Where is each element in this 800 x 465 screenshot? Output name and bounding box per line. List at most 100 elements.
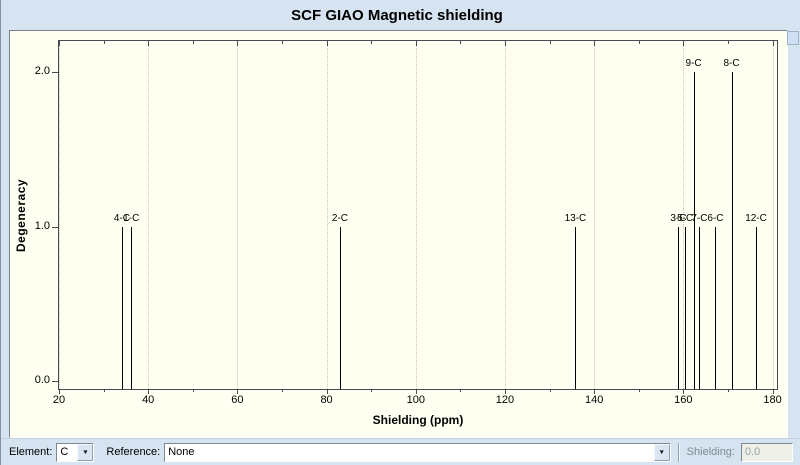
- x-tick-mark: [683, 389, 685, 394]
- x-tick-mark: [683, 41, 685, 46]
- x-minor-tick-mark: [638, 389, 640, 392]
- x-tick-mark: [148, 389, 150, 394]
- y-axis-title: Degeneracy: [14, 178, 28, 252]
- x-tick-mark: [237, 389, 239, 394]
- x-tick-mark: [59, 41, 60, 46]
- x-minor-tick-mark: [281, 389, 283, 392]
- x-tick-label: 80: [320, 394, 333, 406]
- x-axis-title: Shielding (ppm): [372, 413, 464, 427]
- peak-label-3-C: 3-C: [670, 212, 687, 224]
- x-tick-mark: [504, 389, 506, 394]
- gridline: [326, 41, 328, 389]
- gridline: [415, 41, 417, 389]
- x-minor-tick-mark: [371, 41, 373, 44]
- peak-label-7-C: 7-C: [691, 212, 708, 224]
- reference-combo[interactable]: None ▼: [164, 442, 671, 462]
- x-minor-tick-mark: [727, 389, 729, 392]
- element-combo-value: C: [60, 445, 69, 458]
- x-tick-mark: [772, 389, 774, 394]
- peak-line-9-C: [693, 71, 695, 389]
- peak-label-12-C: 12-C: [745, 212, 767, 224]
- peak-label-6-C: 6-C: [707, 212, 724, 224]
- x-tick-label: 60: [231, 394, 244, 406]
- y-tick-label: 0.0: [34, 374, 50, 387]
- peak-label-1-C: 1-C: [123, 212, 140, 224]
- x-tick-mark: [594, 389, 596, 394]
- x-minor-tick-mark: [460, 41, 462, 44]
- peak-line-8-C: [731, 71, 733, 389]
- x-tick-mark: [504, 41, 506, 46]
- y-tick-mark: [52, 381, 58, 383]
- peak-line-5-C: [685, 226, 687, 389]
- x-tick-mark: [326, 41, 328, 46]
- x-minor-tick-mark: [727, 41, 729, 44]
- peak-label-2-C: 2-C: [331, 212, 349, 224]
- x-tick-mark: [237, 41, 239, 46]
- x-tick-mark: [415, 41, 417, 46]
- x-tick-label: 160: [674, 394, 693, 406]
- x-minor-tick-mark: [371, 389, 373, 392]
- peak-line-1-C: [131, 226, 133, 389]
- y-tick-label: 1.0: [34, 219, 50, 232]
- element-combo-arrow-button[interactable]: ▼: [77, 443, 94, 461]
- element-label: Element:: [9, 446, 53, 458]
- peak-line-3-C: [678, 226, 680, 389]
- x-tick-label: 140: [584, 394, 604, 406]
- plot-area[interactable]: 20 40 60 80 100 120 140 160 180 0.0 1.0 2.0 4-C 1-C 2-…: [35, 40, 782, 406]
- x-tick-mark: [326, 389, 328, 394]
- chevron-down-icon: ▼: [658, 448, 666, 456]
- x-tick-mark: [415, 389, 417, 394]
- gridline: [59, 41, 60, 389]
- reference-label: Reference:: [106, 446, 161, 458]
- peak-line-7-C: [699, 226, 701, 389]
- shielding-field: [741, 442, 793, 462]
- reference-combo-value: None: [168, 445, 195, 458]
- peak-label-5-C: 5-C: [677, 212, 694, 224]
- x-tick-label: 180: [763, 394, 782, 406]
- peak-label-8-C: 8-C: [723, 57, 740, 69]
- y-tick-mark: [52, 226, 58, 228]
- x-minor-tick-mark: [103, 41, 105, 44]
- x-minor-tick-mark: [460, 389, 462, 392]
- gridline: [504, 41, 506, 389]
- shielding-label: Shielding:: [686, 446, 735, 458]
- peak-line-4-C: [121, 226, 123, 389]
- x-tick-mark: [148, 41, 150, 46]
- panel-corner: [787, 31, 799, 45]
- chart-title: SCF GIAO Magnetic shielding: [291, 7, 503, 24]
- gridline: [683, 41, 685, 389]
- x-minor-tick-mark: [549, 41, 551, 44]
- x-minor-tick-mark: [638, 41, 640, 44]
- x-tick-label: 20: [52, 394, 66, 406]
- x-minor-tick-mark: [549, 389, 551, 392]
- peak-label-13-C: 13-C: [564, 212, 587, 224]
- control-bar: Element: C ▼ Reference: None ▼ Shielding…: [1, 438, 800, 465]
- separator: [677, 442, 680, 462]
- peak-line-12-C: [756, 226, 758, 389]
- element-combo[interactable]: C ▼: [56, 442, 95, 462]
- x-minor-tick-mark: [103, 389, 105, 392]
- peak-label-9-C: 9-C: [685, 57, 702, 69]
- gridline: [148, 41, 150, 389]
- gridline: [594, 41, 596, 389]
- peak-line-2-C: [339, 226, 341, 389]
- x-tick-mark: [59, 389, 60, 394]
- x-tick-mark: [772, 41, 774, 46]
- x-tick-label: 40: [142, 394, 155, 406]
- x-tick-label: 100: [406, 394, 425, 406]
- gridline: [772, 41, 774, 389]
- peak-line-13-C: [575, 226, 577, 389]
- chevron-down-icon: ▼: [81, 448, 89, 456]
- reference-combo-arrow-button[interactable]: ▼: [653, 443, 670, 461]
- y-tick-label: 2.0: [34, 64, 50, 77]
- x-tick-mark: [594, 41, 596, 46]
- chart-panel: Degeneracy 20 40 60 80 100 120 140 160 180 0.0 1.0…: [9, 30, 788, 438]
- x-tick-label: 120: [495, 394, 515, 406]
- peak-label-4-C: 4-C: [113, 212, 130, 224]
- peak-line-6-C: [715, 226, 717, 389]
- gridline: [237, 41, 239, 389]
- y-tick-mark: [52, 71, 58, 73]
- x-minor-tick-mark: [192, 41, 194, 44]
- x-minor-tick-mark: [281, 41, 283, 44]
